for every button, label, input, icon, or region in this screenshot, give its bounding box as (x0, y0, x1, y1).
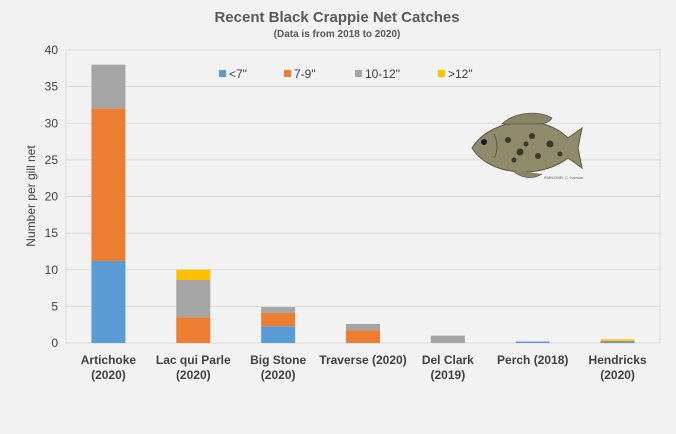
bar-segment (515, 341, 550, 343)
x-category-label: Perch (2018) (497, 353, 568, 367)
bar-segment (91, 64, 126, 109)
chart-title: Recent Black Crappie Net Catches (214, 9, 459, 26)
bars (91, 64, 635, 343)
bar-segment (600, 339, 635, 341)
x-category-line: Hendricks (589, 353, 647, 367)
x-category-line: (2020) (600, 368, 635, 382)
y-tick-label: 5 (51, 299, 58, 313)
y-tick-label: 35 (45, 80, 59, 94)
legend-swatch (355, 70, 362, 77)
legend-label: 10-12" (365, 67, 400, 81)
x-category-line: (2019) (431, 368, 466, 382)
black-crappie-fish-image: ©MN DNR, C. Iverson (471, 112, 583, 180)
chart-subtitle: (Data is from 2018 to 2020) (274, 29, 401, 40)
y-tick-labels: 0 5 10 15 20 25 30 35 40 (45, 43, 59, 350)
y-axis-label: Number per gill net (24, 145, 38, 247)
x-category-line: Perch (2018) (497, 353, 568, 367)
y-tick-label: 0 (51, 336, 58, 350)
bar-segment (346, 330, 380, 343)
bar-segment (176, 280, 211, 318)
x-category-label: Del Clark (2019) (422, 353, 474, 382)
x-category-line: Lac qui Parle (156, 353, 231, 367)
x-category-label: Artichoke (2020) (81, 353, 137, 382)
x-category-line: (2020) (261, 368, 296, 382)
x-category-line: (2020) (91, 368, 126, 382)
bar-segment (176, 317, 211, 343)
x-category-line: (2020) (176, 368, 211, 382)
x-category-label: Traverse (2020) (319, 353, 406, 367)
y-tick-label: 40 (45, 43, 59, 57)
y-tick-label: 25 (45, 153, 59, 167)
bar-segment (176, 269, 211, 281)
legend-swatch (219, 70, 226, 77)
legend-swatch (284, 70, 291, 77)
x-category-line: Del Clark (422, 353, 474, 367)
bar-segment (91, 108, 126, 261)
y-tick-label: 20 (45, 190, 59, 204)
x-category-label: Hendricks (2020) (589, 353, 647, 382)
legend-label: <7" (229, 67, 247, 81)
x-category-label: Big Stone (2020) (250, 353, 306, 382)
y-tick-label: 30 (45, 116, 59, 130)
y-tick-label: 10 (45, 263, 59, 277)
bar-segment (600, 341, 635, 343)
bar-segment (346, 323, 380, 331)
x-category-line: Traverse (2020) (319, 353, 406, 367)
bar-segment (430, 335, 465, 343)
legend-label: 7-9" (294, 67, 316, 81)
legend-label: >12" (448, 67, 473, 81)
bar-segment (261, 326, 296, 343)
x-category-label: Lac qui Parle (2020) (156, 353, 231, 382)
y-tick-label: 15 (45, 226, 59, 240)
bar-segment (91, 260, 126, 343)
x-category-line: Big Stone (250, 353, 306, 367)
x-category-line: Artichoke (81, 353, 137, 367)
legend: <7" 7-9" 10-12" >12" (219, 67, 473, 81)
image-credit: ©MN DNR, C. Iverson (544, 175, 583, 180)
category-labels: Artichoke (2020)Lac qui Parle (2020)Big St… (81, 353, 647, 382)
bar-segment (261, 307, 296, 313)
legend-swatch (438, 70, 445, 77)
bar-segment (600, 340, 635, 342)
bar-segment (261, 312, 296, 327)
gridlines (65, 49, 661, 344)
